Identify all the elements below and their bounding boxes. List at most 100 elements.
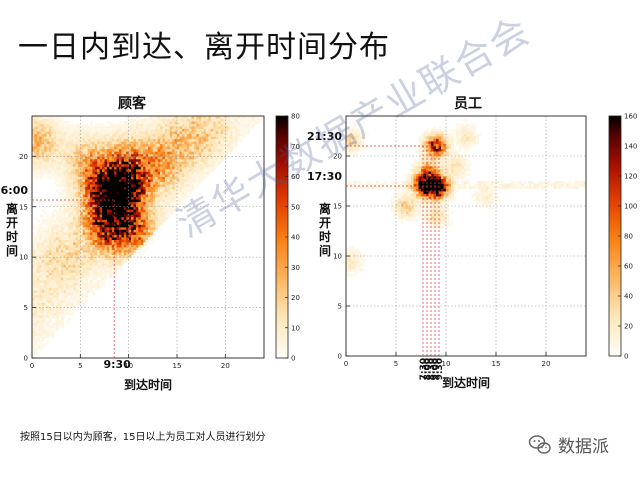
heatmap-cell: [131, 216, 134, 220]
heatmap-cell: [99, 221, 103, 225]
heatmap-cell: [164, 214, 168, 218]
heatmap-cell: [39, 131, 43, 135]
heatmap-cell: [73, 214, 76, 218]
heatmap-cell: [376, 186, 379, 189]
heatmap-cell: [75, 173, 79, 177]
heatmap-cell: [189, 151, 192, 155]
heatmap-cell: [135, 141, 139, 145]
heatmap-cell: [152, 189, 156, 193]
heatmap-cell: [157, 136, 161, 140]
heatmap-cell: [189, 121, 192, 124]
heatmap-cell: [143, 158, 146, 162]
heatmap-cell: [167, 181, 171, 185]
heatmap-cell: [189, 176, 192, 180]
heatmap-cell: [80, 234, 84, 238]
heatmap-cell: [143, 194, 146, 198]
heatmap-cell: [75, 171, 79, 175]
heatmap-cell: [210, 153, 214, 157]
heatmap-cell: [426, 208, 429, 212]
heatmap-cell: [106, 219, 110, 223]
heatmap-cell: [423, 211, 427, 214]
heatmap-cell: [65, 282, 69, 286]
heatmap-cell: [189, 148, 192, 152]
heatmap-cell: [128, 151, 132, 155]
heatmap-cell: [48, 163, 52, 167]
heatmap-cell: [121, 123, 125, 127]
heatmap-cell: [235, 133, 238, 137]
heatmap-cell: [92, 141, 96, 145]
heatmap-cell: [32, 138, 35, 142]
heatmap-cell: [123, 257, 127, 261]
heatmap-cell: [41, 259, 45, 263]
heatmap-cell: [353, 253, 357, 257]
heatmap-cell: [63, 307, 67, 311]
heatmap-cell: [396, 201, 399, 204]
heatmap-cell: [222, 156, 226, 160]
heatmap-cell: [431, 208, 434, 212]
heatmap-cell: [68, 229, 72, 233]
heatmap-cell: [232, 128, 236, 132]
heatmap-cell: [138, 116, 142, 119]
heatmap-cell: [32, 302, 35, 306]
heatmap-cell: [164, 126, 168, 129]
heatmap-cell: [92, 259, 96, 263]
heatmap-cell: [406, 206, 409, 209]
heatmap-cell: [39, 244, 43, 248]
heatmap-cell: [68, 262, 72, 266]
heatmap-cell: [92, 199, 96, 203]
heatmap-cell: [184, 153, 188, 157]
heatmap-cell: [51, 163, 55, 167]
heatmap-cell: [114, 141, 117, 145]
heatmap-cell: [73, 199, 76, 203]
heatmap-cell: [133, 151, 137, 155]
heatmap-cell: [431, 131, 434, 134]
heatmap-cell: [102, 249, 105, 253]
heatmap-cell: [44, 249, 47, 253]
heatmap-cell: [73, 226, 76, 230]
heatmap-cell: [53, 325, 57, 329]
heatmap-cell: [51, 300, 55, 303]
heatmap-cell: [128, 189, 132, 193]
heatmap-cell: [82, 267, 86, 271]
heatmap-cell: [109, 259, 113, 263]
heatmap-cell: [123, 143, 127, 147]
heatmap-cell: [237, 138, 241, 142]
heatmap-cell: [65, 166, 69, 170]
heatmap-cell: [421, 203, 424, 207]
heatmap-cell: [126, 186, 130, 190]
heatmap-cell: [208, 123, 212, 127]
heatmap-cell: [73, 141, 76, 145]
heatmap-cell: [61, 128, 64, 132]
heatmap-cell: [92, 272, 96, 276]
heatmap-cell: [92, 161, 96, 165]
heatmap-cell: [230, 136, 233, 140]
heatmap-cell: [44, 219, 47, 223]
heatmap-cell: [48, 259, 52, 263]
heatmap-cell: [126, 126, 130, 129]
heatmap-cell: [77, 272, 81, 276]
heatmap-cell: [94, 181, 98, 185]
heatmap-cell: [104, 163, 108, 167]
heatmap-cell: [94, 173, 98, 177]
heatmap-cell: [58, 216, 62, 220]
heatmap-cell: [46, 126, 50, 129]
heatmap-cell: [371, 186, 374, 189]
heatmap-cell: [63, 267, 67, 271]
heatmap-cell: [167, 151, 171, 155]
heatmap-cell: [73, 204, 76, 208]
heatmap-cell: [358, 181, 362, 184]
heatmap-cell: [34, 252, 38, 256]
heatmap-cell: [77, 138, 81, 142]
heatmap-cell: [58, 237, 62, 240]
heatmap-cell: [179, 171, 183, 175]
heatmap-cell: [160, 118, 163, 122]
heatmap-cell: [116, 242, 120, 245]
heatmap-cell: [34, 259, 38, 263]
heatmap-cell: [133, 206, 137, 210]
heatmap-cell: [51, 156, 55, 160]
heatmap-cell: [123, 166, 127, 170]
heatmap-cell: [155, 194, 159, 198]
heatmap-cell: [87, 199, 91, 203]
heatmap-cell: [418, 223, 422, 227]
heatmap-cell: [63, 237, 67, 240]
